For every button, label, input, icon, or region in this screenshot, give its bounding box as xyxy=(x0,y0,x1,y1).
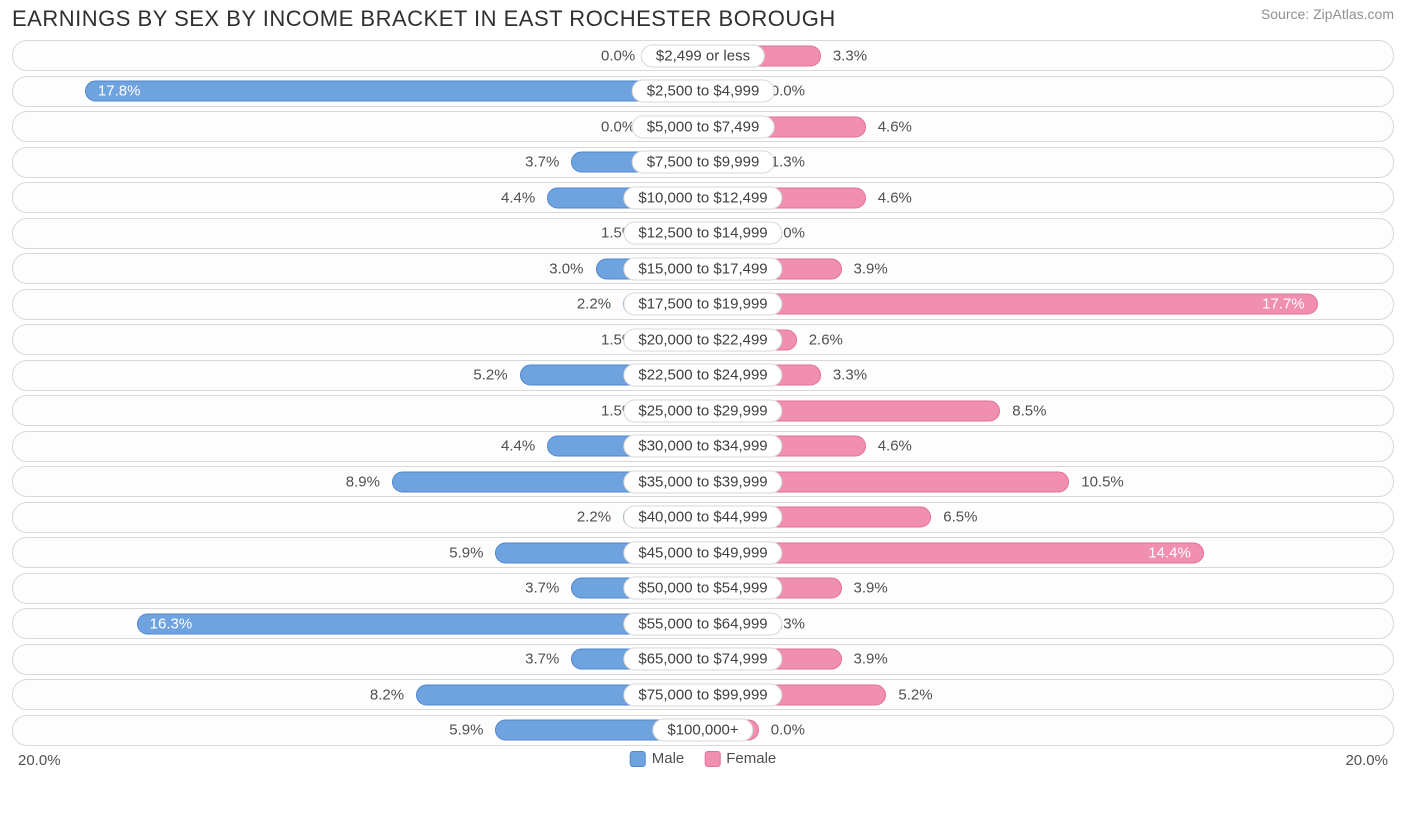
category-label: $10,000 to $12,499 xyxy=(623,186,782,209)
category-label: $65,000 to $74,999 xyxy=(623,648,782,671)
category-label: $2,499 or less xyxy=(641,44,765,67)
legend-label: Female xyxy=(726,750,776,767)
chart-row: 4.4% 4.6% $10,000 to $12,499 xyxy=(12,182,1394,213)
male-value: 17.8% xyxy=(86,83,153,100)
female-value: 4.6% xyxy=(870,189,920,206)
axis-max-left: 20.0% xyxy=(18,752,61,769)
female-value: 10.5% xyxy=(1073,473,1132,490)
source-attribution: Source: ZipAtlas.com xyxy=(1261,6,1394,22)
male-value: 5.9% xyxy=(441,544,491,561)
male-value: 3.0% xyxy=(541,260,591,277)
chart-row: 5.2% 3.3% $22,500 to $24,999 xyxy=(12,360,1394,391)
female-value: 5.2% xyxy=(890,686,940,703)
chart-row: 0.0%4.6%$5,000 to $7,499 xyxy=(12,111,1394,142)
female-value: 0.0% xyxy=(763,722,813,739)
chart-row: 16.3%1.3%$55,000 to $64,999 xyxy=(12,608,1394,639)
chart-row: 5.9% 14.4% $45,000 to $49,999 xyxy=(12,537,1394,568)
male-value: 8.2% xyxy=(362,686,412,703)
female-value: 3.3% xyxy=(825,47,875,64)
male-value: 4.4% xyxy=(493,189,543,206)
male-value: 3.7% xyxy=(517,651,567,668)
male-value: 5.9% xyxy=(441,722,491,739)
legend-label: Male xyxy=(652,750,685,767)
category-label: $40,000 to $44,999 xyxy=(623,506,782,529)
chart-row: 5.9% 0.0% $100,000+ xyxy=(12,715,1394,746)
chart-row: 2.2% 17.7% $17,500 to $19,999 xyxy=(12,289,1394,320)
category-label: $17,500 to $19,999 xyxy=(623,293,782,316)
female-value: 8.5% xyxy=(1004,402,1054,419)
chart-title: EARNINGS BY SEX BY INCOME BRACKET IN EAS… xyxy=(12,6,836,32)
chart-row: 1.5%2.6%$20,000 to $22,499 xyxy=(12,324,1394,355)
category-label: $20,000 to $22,499 xyxy=(623,328,782,351)
category-label: $50,000 to $54,999 xyxy=(623,577,782,600)
category-label: $5,000 to $7,499 xyxy=(632,115,775,138)
legend-item: Female xyxy=(704,750,776,767)
female-value: 3.9% xyxy=(846,651,896,668)
chart-row: 2.2% 6.5% $40,000 to $44,999 xyxy=(12,502,1394,533)
male-value: 2.2% xyxy=(569,296,619,313)
male-value: 3.7% xyxy=(517,580,567,597)
chart-row: 8.2% 5.2% $75,000 to $99,999 xyxy=(12,679,1394,710)
male-bar: 16.3% xyxy=(137,613,699,634)
chart-row: 3.7% 3.9% $50,000 to $54,999 xyxy=(12,573,1394,604)
female-value: 6.5% xyxy=(935,509,985,526)
category-label: $7,500 to $9,999 xyxy=(632,151,775,174)
chart-row: 1.5%0.0%$12,500 to $14,999 xyxy=(12,218,1394,249)
female-value: 4.6% xyxy=(870,438,920,455)
female-value: 14.4% xyxy=(1136,544,1203,561)
female-bar: 17.7% xyxy=(707,294,1318,315)
male-value: 0.0% xyxy=(593,47,643,64)
male-value: 4.4% xyxy=(493,438,543,455)
legend-item: Male xyxy=(630,750,685,767)
male-value: 3.7% xyxy=(517,154,567,171)
diverging-bar-chart: 0.0%3.3%$2,499 or less17.8%0.0%$2,500 to… xyxy=(12,40,1394,746)
category-label: $35,000 to $39,999 xyxy=(623,470,782,493)
male-bar: 17.8% xyxy=(85,81,699,102)
chart-row: 1.5%8.5%$25,000 to $29,999 xyxy=(12,395,1394,426)
female-value: 3.3% xyxy=(825,367,875,384)
chart-row: 3.7%1.3%$7,500 to $9,999 xyxy=(12,147,1394,178)
chart-row: 3.7% 3.9% $65,000 to $74,999 xyxy=(12,644,1394,675)
axis-max-right: 20.0% xyxy=(1345,752,1388,769)
category-label: $15,000 to $17,499 xyxy=(623,257,782,280)
chart-row: 3.0% 3.9% $15,000 to $17,499 xyxy=(12,253,1394,284)
male-value: 8.9% xyxy=(338,473,388,490)
chart-row: 0.0% 3.3% $2,499 or less xyxy=(12,40,1394,71)
chart-row: 17.8%0.0%$2,500 to $4,999 xyxy=(12,76,1394,107)
category-label: $22,500 to $24,999 xyxy=(623,364,782,387)
category-label: $12,500 to $14,999 xyxy=(623,222,782,245)
male-value: 5.2% xyxy=(465,367,515,384)
female-value: 2.6% xyxy=(801,331,851,348)
chart-row: 8.9% 10.5% $35,000 to $39,999 xyxy=(12,466,1394,497)
category-label: $75,000 to $99,999 xyxy=(623,683,782,706)
male-value: 2.2% xyxy=(569,509,619,526)
female-value: 17.7% xyxy=(1250,296,1317,313)
female-value: 3.9% xyxy=(846,260,896,277)
chart-row: 4.4% 4.6% $30,000 to $34,999 xyxy=(12,431,1394,462)
legend-swatch xyxy=(704,751,720,767)
category-label: $45,000 to $49,999 xyxy=(623,541,782,564)
legend-swatch xyxy=(630,751,646,767)
male-value: 16.3% xyxy=(138,615,205,632)
category-label: $25,000 to $29,999 xyxy=(623,399,782,422)
female-value: 4.6% xyxy=(870,118,920,135)
category-label: $2,500 to $4,999 xyxy=(632,80,775,103)
female-value: 3.9% xyxy=(846,580,896,597)
category-label: $100,000+ xyxy=(652,719,753,742)
category-label: $55,000 to $64,999 xyxy=(623,612,782,635)
legend: Male Female xyxy=(630,750,777,767)
category-label: $30,000 to $34,999 xyxy=(623,435,782,458)
